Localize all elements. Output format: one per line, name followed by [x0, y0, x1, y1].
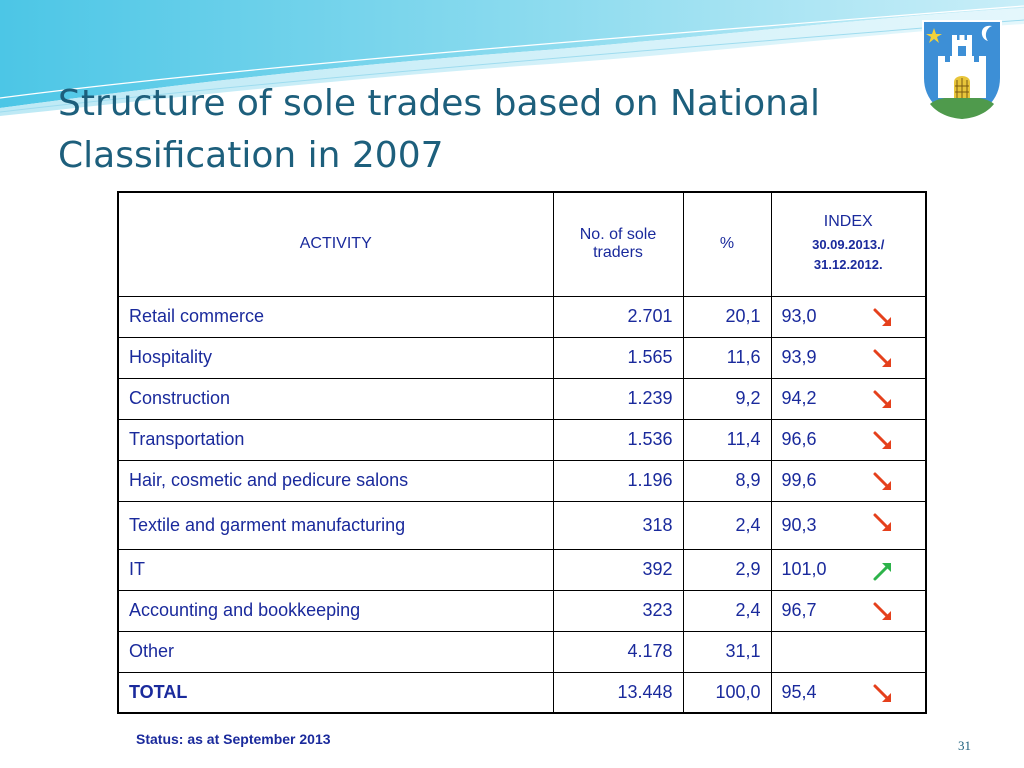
percent-cell: 11,6 [682, 336, 772, 379]
percent-cell: 9,2 [682, 377, 772, 420]
traders-cell: 323 [552, 589, 684, 632]
header-index-period: 30.09.2013./ 31.12.2012. [812, 237, 885, 273]
header-traders: No. of sole traders [552, 191, 684, 297]
arrow-down-right-icon [873, 308, 891, 326]
city-crest-icon [922, 20, 1002, 122]
traders-cell: 13.448 [552, 671, 684, 714]
page-number: 31 [958, 738, 971, 753]
index-cell: 96,6 [770, 418, 927, 461]
traders-cell: 1.239 [552, 377, 684, 420]
index-value: 96,6 [781, 429, 817, 449]
index-cell: 93,9 [770, 336, 927, 379]
percent-cell: 20,1 [682, 295, 772, 338]
traders-cell: 1.565 [552, 336, 684, 379]
table-row: Other 4.178 31,1 [117, 630, 927, 673]
header-activity: ACTIVITY [117, 191, 554, 297]
index-cell: 95,4 [770, 671, 927, 714]
index-value: 94,2 [781, 388, 817, 408]
sole-trades-table: ACTIVITY No. of sole traders % INDEX 30.… [117, 191, 927, 714]
table-row: Hair, cosmetic and pedicure salons 1.196 8… [117, 459, 927, 502]
table-total-row: TOTAL 13.448 100,0 95,4 [117, 671, 927, 714]
activity-cell: Textile and garment manufacturing [117, 500, 554, 550]
header-index-title: INDEX [823, 213, 873, 231]
percent-cell: 2,9 [682, 548, 772, 591]
arrow-down-right-icon [873, 684, 891, 702]
arrow-up-right-icon [873, 562, 891, 580]
index-value: 99,6 [781, 470, 817, 490]
activity-cell: TOTAL [117, 671, 554, 714]
table-header-row: ACTIVITY No. of sole traders % INDEX 30.… [117, 191, 927, 297]
traders-cell: 318 [552, 500, 684, 550]
traders-cell: 2.701 [552, 295, 684, 338]
activity-cell: Transportation [117, 418, 554, 461]
arrow-down-right-icon [873, 390, 891, 408]
activity-cell: Retail commerce [117, 295, 554, 338]
arrow-down-right-icon [873, 472, 891, 490]
table-row: Retail commerce 2.701 20,1 93,0 [117, 295, 927, 338]
activity-cell: Construction [117, 377, 554, 420]
index-value: 90,3 [781, 514, 817, 535]
traders-cell: 392 [552, 548, 684, 591]
arrow-down-right-icon [873, 349, 891, 367]
activity-cell: Hair, cosmetic and pedicure salons [117, 459, 554, 502]
table-body: Retail commerce 2.701 20,1 93,0 Hospitality 1… [117, 295, 927, 714]
table-row: Accounting and bookkeeping 323 2,4 96,7 [117, 589, 927, 632]
arrow-down-right-icon [873, 513, 891, 531]
table-row: IT 392 2,9 101,0 [117, 548, 927, 591]
header-wave-decoration [0, 0, 1024, 116]
index-cell: 94,2 [770, 377, 927, 420]
header-index: INDEX 30.09.2013./ 31.12.2012. [770, 191, 927, 297]
index-value: 96,7 [781, 600, 817, 620]
table-row: Construction 1.239 9,2 94,2 [117, 377, 927, 420]
index-value: 93,9 [781, 347, 817, 367]
index-cell: 101,0 [770, 548, 927, 591]
percent-cell: 8,9 [682, 459, 772, 502]
table-row: Textile and garment manufacturing 318 2,4 9… [117, 500, 927, 550]
index-cell: 96,7 [770, 589, 927, 632]
index-value: 93,0 [781, 306, 817, 326]
traders-cell: 1.196 [552, 459, 684, 502]
table-row: Hospitality 1.565 11,6 93,9 [117, 336, 927, 379]
activity-cell: IT [117, 548, 554, 591]
index-value: 95,4 [781, 681, 817, 702]
arrow-down-right-icon [873, 431, 891, 449]
activity-cell: Other [117, 630, 554, 673]
header-percent: % [682, 191, 772, 297]
activity-cell: Hospitality [117, 336, 554, 379]
percent-cell: 100,0 [682, 671, 772, 714]
traders-cell: 1.536 [552, 418, 684, 461]
index-cell: 99,6 [770, 459, 927, 502]
percent-cell: 2,4 [682, 500, 772, 550]
index-cell: 93,0 [770, 295, 927, 338]
percent-cell: 31,1 [682, 630, 772, 673]
index-value: 101,0 [781, 559, 827, 579]
index-cell: 90,3 [770, 500, 927, 550]
slide-title: Structure of sole trades based on Nation… [58, 83, 821, 176]
percent-cell: 2,4 [682, 589, 772, 632]
percent-cell: 11,4 [682, 418, 772, 461]
index-cell [770, 630, 927, 673]
status-note: Status: as at September 2013 [136, 731, 331, 747]
activity-cell: Accounting and bookkeeping [117, 589, 554, 632]
traders-cell: 4.178 [552, 630, 684, 673]
table-row: Transportation 1.536 11,4 96,6 [117, 418, 927, 461]
arrow-down-right-icon [873, 602, 891, 620]
